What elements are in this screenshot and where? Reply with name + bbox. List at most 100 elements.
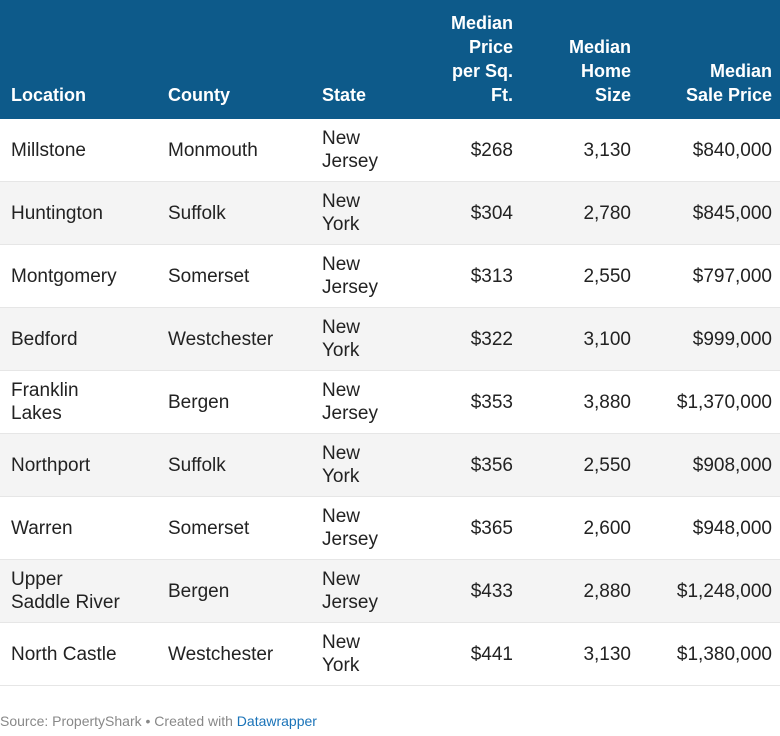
cell-state: New York bbox=[311, 308, 421, 370]
cell-location: Franklin Lakes bbox=[0, 371, 157, 433]
state-line: Jersey bbox=[322, 277, 378, 298]
state-line: York bbox=[322, 655, 360, 676]
state-line: York bbox=[322, 340, 360, 361]
location-line: Franklin bbox=[11, 380, 79, 401]
location-line: Warren bbox=[11, 517, 73, 539]
table-row: Northport Suffolk New York $356 2,550 $908,000 bbox=[0, 434, 780, 497]
state-line: York bbox=[322, 214, 360, 235]
county-value: Somerset bbox=[168, 517, 250, 539]
county-value: Somerset bbox=[168, 265, 250, 287]
header-size-line: Home bbox=[580, 61, 631, 81]
home-size-value: 2,880 bbox=[583, 580, 631, 602]
table-row: Franklin Lakes Bergen New Jersey $353 3,880 $1,… bbox=[0, 371, 780, 434]
cell-price-per-sqft: $304 bbox=[421, 182, 524, 244]
cell-price-per-sqft: $313 bbox=[421, 245, 524, 307]
table-body: Millstone Monmouth New Jersey $268 3,130 $840,… bbox=[0, 119, 780, 686]
cell-state: New York bbox=[311, 434, 421, 496]
cell-county: Westchester bbox=[157, 308, 311, 370]
sale-price-value: $908,000 bbox=[692, 454, 772, 476]
cell-state: New Jersey bbox=[311, 119, 421, 181]
state-line: New bbox=[322, 569, 361, 590]
cell-county: Monmouth bbox=[157, 119, 311, 181]
state-line: Jersey bbox=[322, 403, 378, 424]
header-price-per-sqft[interactable]: Median Price per Sq. Ft. bbox=[421, 0, 524, 119]
header-ppsf-line: per Sq. bbox=[451, 61, 513, 81]
state-line: New bbox=[322, 128, 361, 149]
sale-price-value: $797,000 bbox=[692, 265, 772, 287]
cell-price-per-sqft: $353 bbox=[421, 371, 524, 433]
state-line: New bbox=[322, 317, 361, 338]
header-state[interactable]: State bbox=[311, 0, 421, 119]
state-line: Jersey bbox=[322, 592, 378, 613]
location-line: Lakes bbox=[11, 403, 62, 424]
header-county[interactable]: County bbox=[157, 0, 311, 119]
cell-state: New Jersey bbox=[311, 371, 421, 433]
cell-location: Warren bbox=[0, 497, 157, 559]
state-line: New bbox=[322, 254, 361, 275]
cell-home-size: 2,780 bbox=[524, 182, 642, 244]
cell-home-size: 2,550 bbox=[524, 434, 642, 496]
home-size-value: 2,550 bbox=[583, 454, 631, 476]
table-row: Montgomery Somerset New Jersey $313 2,550 $797… bbox=[0, 245, 780, 308]
cell-location: Huntington bbox=[0, 182, 157, 244]
cell-location: Upper Saddle River bbox=[0, 560, 157, 622]
table-row: Warren Somerset New Jersey $365 2,600 $948,000 bbox=[0, 497, 780, 560]
state-line: New bbox=[322, 191, 361, 212]
cell-price-per-sqft: $433 bbox=[421, 560, 524, 622]
cell-sale-price: $908,000 bbox=[642, 434, 780, 496]
datawrapper-link[interactable]: Datawrapper bbox=[236, 713, 317, 729]
cell-sale-price: $797,000 bbox=[642, 245, 780, 307]
cell-location: North Castle bbox=[0, 623, 157, 685]
location-line: Saddle River bbox=[11, 592, 120, 613]
state-line: New bbox=[322, 506, 361, 527]
home-size-value: 2,600 bbox=[583, 517, 631, 539]
cell-price-per-sqft: $365 bbox=[421, 497, 524, 559]
location-line: Northport bbox=[11, 454, 91, 476]
home-size-value: 3,130 bbox=[583, 139, 631, 161]
price-per-sqft-value: $313 bbox=[470, 265, 513, 287]
home-size-value: 2,550 bbox=[583, 265, 631, 287]
home-size-value: 3,100 bbox=[583, 328, 631, 350]
state-line: New bbox=[322, 443, 361, 464]
cell-county: Suffolk bbox=[157, 182, 311, 244]
cell-county: Suffolk bbox=[157, 434, 311, 496]
source-footer: Source: PropertyShark • Created with Dat… bbox=[0, 713, 317, 729]
header-location[interactable]: Location bbox=[0, 0, 157, 119]
cell-home-size: 3,880 bbox=[524, 371, 642, 433]
county-value: Westchester bbox=[168, 328, 274, 350]
location-line: Upper bbox=[11, 569, 63, 590]
table-row: Millstone Monmouth New Jersey $268 3,130 $840,… bbox=[0, 119, 780, 182]
header-sale-price[interactable]: Median Sale Price bbox=[642, 0, 780, 119]
home-size-value: 3,880 bbox=[583, 391, 631, 413]
cell-sale-price: $999,000 bbox=[642, 308, 780, 370]
cell-sale-price: $1,380,000 bbox=[642, 623, 780, 685]
header-ppsf-line: Median bbox=[450, 13, 513, 33]
state-line: Jersey bbox=[322, 529, 378, 550]
cell-state: New Jersey bbox=[311, 245, 421, 307]
home-size-value: 3,130 bbox=[583, 643, 631, 665]
sale-price-value: $1,248,000 bbox=[676, 580, 772, 602]
cell-location: Millstone bbox=[0, 119, 157, 181]
price-per-sqft-value: $353 bbox=[470, 391, 513, 413]
header-size-line: Size bbox=[594, 85, 631, 105]
cell-state: New Jersey bbox=[311, 560, 421, 622]
cell-sale-price: $845,000 bbox=[642, 182, 780, 244]
county-value: Westchester bbox=[168, 643, 274, 665]
price-per-sqft-value: $304 bbox=[470, 202, 513, 224]
table-row: North Castle Westchester New York $441 3,130 $… bbox=[0, 623, 780, 686]
cell-county: Westchester bbox=[157, 623, 311, 685]
cell-sale-price: $1,370,000 bbox=[642, 371, 780, 433]
source-text: Source: PropertyShark • Created with bbox=[0, 713, 237, 729]
cell-state: New York bbox=[311, 182, 421, 244]
sale-price-value: $948,000 bbox=[692, 517, 772, 539]
state-line: York bbox=[322, 466, 360, 487]
header-home-size[interactable]: Median Home Size bbox=[524, 0, 642, 119]
header-county-label: County bbox=[168, 85, 230, 105]
price-per-sqft-value: $441 bbox=[470, 643, 513, 665]
table-row: Upper Saddle River Bergen New Jersey $433 2,88… bbox=[0, 560, 780, 623]
county-value: Bergen bbox=[168, 580, 230, 602]
cell-sale-price: $840,000 bbox=[642, 119, 780, 181]
sale-price-value: $1,370,000 bbox=[676, 391, 772, 413]
sale-price-value: $999,000 bbox=[692, 328, 772, 350]
state-line: New bbox=[322, 632, 361, 653]
